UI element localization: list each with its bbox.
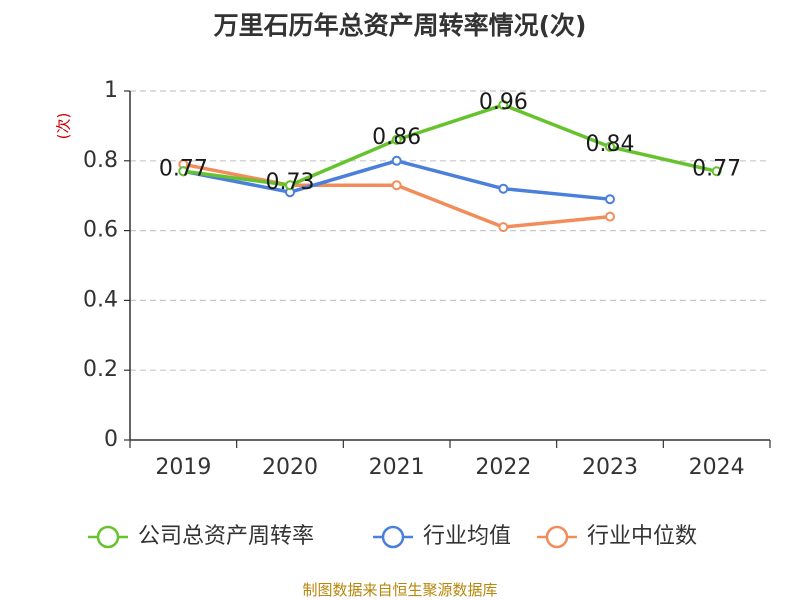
source-note: 制图数据来自恒生聚源数据库	[302, 581, 497, 599]
legend-label: 公司总资产周转率	[138, 524, 314, 549]
series-line	[181, 162, 612, 229]
x-tick-label: 2020	[262, 455, 318, 480]
data-point	[498, 99, 509, 110]
data-point	[391, 134, 402, 145]
data-label: 0.84	[586, 132, 635, 157]
data-label: 0.77	[159, 156, 208, 181]
data-point	[605, 211, 615, 222]
data-label: 0.77	[692, 156, 741, 181]
legend: 公司总资产周转率 行业均值 行业中位数	[88, 524, 697, 549]
data-point	[391, 180, 402, 191]
y-tick-label: 1	[104, 78, 118, 103]
data-label: 0.73	[266, 170, 315, 195]
y-tick-label: 0.8	[83, 148, 118, 173]
data-point	[605, 194, 615, 205]
data-point	[711, 166, 722, 177]
x-tick-label: 2019	[155, 455, 211, 480]
legend-swatch-marker	[381, 525, 405, 549]
x-tick-label: 2022	[475, 455, 531, 480]
y-tick-label: 0.6	[83, 218, 118, 243]
legend-label: 行业均值	[423, 524, 511, 549]
chart-title: 万里石历年总资产周转率情况(次)	[214, 11, 587, 40]
data-label: 0.86	[372, 125, 421, 150]
data-label: 0.96	[479, 90, 528, 115]
legend-label: 行业中位数	[587, 524, 697, 549]
data-point	[605, 141, 615, 152]
data-point	[391, 155, 402, 166]
data-point	[285, 180, 295, 191]
x-tick-label: 2021	[369, 455, 425, 480]
x-tick-label: 2024	[689, 455, 745, 480]
y-tick-label: 0	[104, 427, 118, 452]
data-point	[498, 183, 509, 194]
axes: 0 0.2 0.4 0.6 0.8 1 2019 2020 2021 2022 2023 2024	[83, 78, 771, 480]
data-point	[498, 222, 509, 233]
y-axis-label: (次)	[55, 113, 73, 140]
series-line	[181, 103, 719, 187]
y-tick-label: 0.4	[83, 287, 118, 312]
data-point	[178, 166, 189, 177]
y-tick-label: 0.2	[83, 357, 118, 382]
gridlines	[130, 90, 770, 371]
data-labels: 0.77 0.73 0.86 0.96 0.84 0.77	[159, 90, 741, 195]
legend-swatch-marker	[96, 525, 120, 549]
legend-swatch-marker	[545, 525, 569, 549]
x-tick-label: 2023	[582, 455, 638, 480]
series-lines	[178, 99, 722, 233]
